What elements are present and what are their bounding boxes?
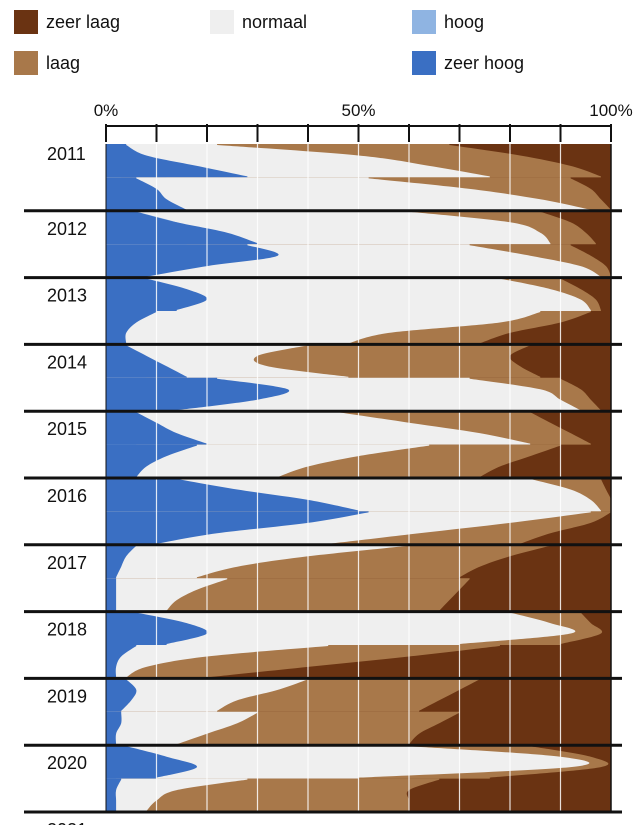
band-zeer-hoog-2015-2 [106,444,197,478]
band-zeer-hoog-2014-2 [106,377,290,412]
band-normaal-2018-2 [106,645,329,679]
y-tick-label: 2018 [47,620,87,640]
legend-label-hoog: hoog [444,12,485,32]
band-normaal-2011-2 [106,177,591,211]
band-zeer-hoog-2012-2 [106,244,279,278]
band-zeer-hoog-2013-2 [106,311,157,345]
y-tick-label: 2013 [47,286,87,306]
legend-swatch-hoog [412,10,436,34]
band-zeer-hoog-2011-1 [106,144,248,178]
band-normaal-2020-1 [106,745,590,779]
x-tick-label: 100% [589,101,632,120]
legend-swatch-laag [14,51,38,75]
y-tick-label: 2021 [47,820,87,825]
band-zeer-hoog-2019-2 [106,711,122,746]
legend-item-normaal: normaal [210,8,307,36]
legend-swatch-zeer-hoog [412,51,436,75]
band-zeer-hoog-2016-2 [106,511,369,545]
y-tick-label: 2011 [47,144,86,164]
y-tick-label: 2015 [47,419,87,439]
band-zeer-hoog-2020-1 [106,745,198,779]
band-normaal-2013-2 [106,311,541,345]
band-zeer-hoog-2011-2 [106,177,187,211]
legend-item-hoog: hoog [412,8,484,36]
legend-label-zeer-hoog: zeer hoog [444,53,525,73]
legend-label-normaal: normaal [242,12,308,32]
legend-item-zeer-hoog: zeer hoog [412,49,524,77]
band-zeer-hoog-2017-1 [106,544,137,579]
y-tick-label: 2012 [47,219,87,239]
legend-swatch-zeer-laag [14,10,38,34]
band-normaal-2015-2 [106,444,430,478]
band-zeer-hoog-2014-1 [106,344,187,378]
band-zeer-hoog-2020-2 [106,778,122,812]
band-normaal-2018-1 [106,611,576,645]
y-tick-label: 2017 [47,553,87,573]
legend-item-zeer-laag: zeer laag [14,8,120,36]
band-normaal-2020-2 [106,778,248,812]
band-normaal-2017-2 [106,578,228,612]
y-tick-label: 2016 [47,486,87,506]
x-tick-label: 0% [94,101,119,120]
band-zeer-hoog-2018-2 [106,645,137,679]
band-normaal-2013-1 [106,277,591,311]
y-tick-label: 2020 [47,753,87,773]
legend-item-laag: laag [14,49,80,77]
band-normaal-2015-1 [106,411,531,445]
y-tick-label: 2014 [47,352,87,372]
band-zeer-hoog-2019-1 [106,678,137,712]
y-tick-label: 2019 [47,686,87,706]
x-tick-label: 50% [341,101,375,120]
band-zeer-hoog-2012-1 [106,210,258,245]
legend-label-zeer-laag: zeer laag [46,12,121,32]
legend-label-laag: laag [46,53,81,73]
legend-swatch-normaal [210,10,234,34]
band-zeer-hoog-2017-2 [106,578,117,612]
band-zeer-hoog-2016-1 [106,478,359,512]
band-normaal-2019-2 [106,711,258,746]
legend: zeer laag normaal hoog laag zeer hoog [0,0,636,86]
